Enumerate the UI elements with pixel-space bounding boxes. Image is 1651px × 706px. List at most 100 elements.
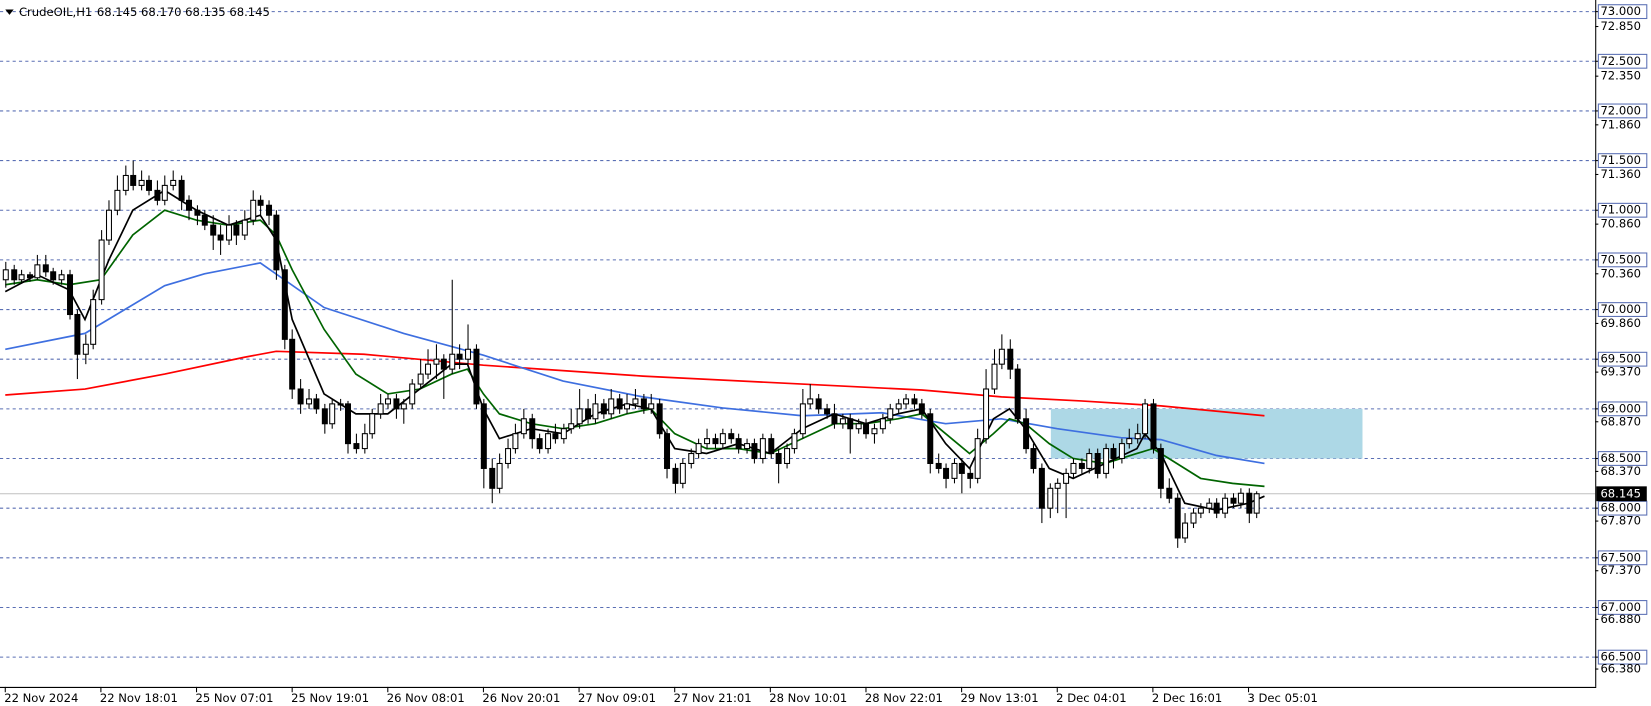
candle-body <box>1110 448 1117 460</box>
candle-body <box>257 199 264 206</box>
y-tick-box <box>1597 153 1648 169</box>
candle-body <box>417 373 424 385</box>
candle-body <box>425 363 432 375</box>
x-tick-label: 22 Nov 2024 <box>4 691 78 705</box>
candle-body <box>42 264 49 273</box>
x-tick-label: 25 Nov 07:01 <box>195 691 273 705</box>
candle-body <box>664 433 671 469</box>
candle-body <box>1070 462 1077 474</box>
candle-body <box>791 433 798 450</box>
candle-body <box>1237 492 1244 504</box>
y-tick-label: 69.500 <box>1600 352 1640 366</box>
y-minor-tick-label: 70.360 <box>1600 266 1640 280</box>
candle-body <box>98 239 105 301</box>
candle-body <box>974 438 981 479</box>
candle-body <box>918 403 925 415</box>
x-tick-label: 28 Nov 22:01 <box>865 691 943 705</box>
candle-body <box>480 403 487 469</box>
candle-body <box>250 199 257 221</box>
x-tick-label: 27 Nov 09:01 <box>578 691 656 705</box>
candle-body <box>1182 522 1189 539</box>
candle-body <box>719 433 726 445</box>
candle-body <box>361 433 368 450</box>
candle-body <box>855 423 862 430</box>
candle-body <box>895 403 902 410</box>
y-tick-box <box>1597 53 1648 69</box>
candle-body <box>1118 443 1125 460</box>
candle-body <box>313 398 320 410</box>
candle-body <box>600 403 607 415</box>
x-tick-label: 29 Nov 13:01 <box>961 691 1039 705</box>
last-price-label: 68.145 <box>1600 486 1640 500</box>
candle-body <box>433 358 440 365</box>
candle-body <box>27 274 34 279</box>
candle-body <box>241 219 248 236</box>
y-tick-box <box>1597 451 1648 466</box>
candle-body <box>512 433 519 450</box>
y-minor-tick-label: 72.850 <box>1600 19 1640 33</box>
x-tick-label: 26 Nov 08:01 <box>387 691 465 705</box>
candle-body <box>831 413 838 425</box>
candle-body <box>489 467 496 489</box>
candle-body <box>1054 482 1061 489</box>
candle-body <box>759 438 766 460</box>
candle-body <box>1030 448 1037 469</box>
candle-body <box>1038 467 1045 509</box>
y-tick-box <box>1597 103 1648 119</box>
y-tick-box <box>1597 401 1648 417</box>
candle-body <box>951 462 958 479</box>
candle-body <box>178 179 185 201</box>
candle-body <box>1197 507 1204 514</box>
candle-body <box>90 299 97 345</box>
candle-body <box>385 398 392 405</box>
candle-body <box>1230 497 1237 504</box>
candle-body <box>1023 418 1030 450</box>
candles-layer <box>2 160 1260 548</box>
candle-body <box>409 383 416 405</box>
candle-body <box>927 413 934 465</box>
candle-body <box>592 403 599 420</box>
y-tick-box <box>1597 649 1648 665</box>
grid-layer <box>0 11 1596 658</box>
candle-body <box>768 438 775 455</box>
candle-body <box>958 462 965 474</box>
candle-body <box>1222 497 1229 514</box>
y-minor-tick-label: 67.870 <box>1600 514 1640 528</box>
candle-body <box>935 462 942 469</box>
candle-body <box>130 174 137 186</box>
candle-body <box>82 343 89 355</box>
zone <box>1050 408 1363 459</box>
candle-body <box>943 467 950 479</box>
candle-body <box>735 438 742 450</box>
candle-body <box>656 403 663 435</box>
y-tick-box <box>1597 351 1648 367</box>
candle-body <box>863 423 870 435</box>
candle-body <box>871 428 878 435</box>
candle-body <box>1007 348 1014 370</box>
y-minor-tick-label: 68.370 <box>1600 464 1640 478</box>
y-minor-tick-label: 72.350 <box>1600 69 1640 83</box>
candle-body <box>1103 448 1110 474</box>
candle-body <box>1094 453 1101 474</box>
candle-body <box>74 313 81 355</box>
candle-body <box>344 403 351 445</box>
candle-body <box>1174 497 1181 539</box>
candle-body <box>648 403 655 410</box>
candle-body <box>105 209 112 241</box>
candle-body <box>456 353 463 360</box>
candle-body <box>1126 438 1133 445</box>
candle-body <box>688 453 695 465</box>
candle-body <box>911 398 918 405</box>
y-tick-box <box>1597 202 1648 218</box>
y-tick-label: 71.500 <box>1600 153 1640 167</box>
candle-body <box>505 448 512 465</box>
candle-body <box>18 274 25 281</box>
y-tick-label: 70.500 <box>1600 252 1640 266</box>
candle-body <box>704 438 711 445</box>
x-tick-label: 2 Dec 04:01 <box>1056 691 1126 705</box>
x-tick-label: 27 Nov 21:01 <box>674 691 752 705</box>
y-minor-tick-label: 68.870 <box>1600 414 1640 428</box>
y-minor-tick-label: 66.880 <box>1600 612 1640 626</box>
